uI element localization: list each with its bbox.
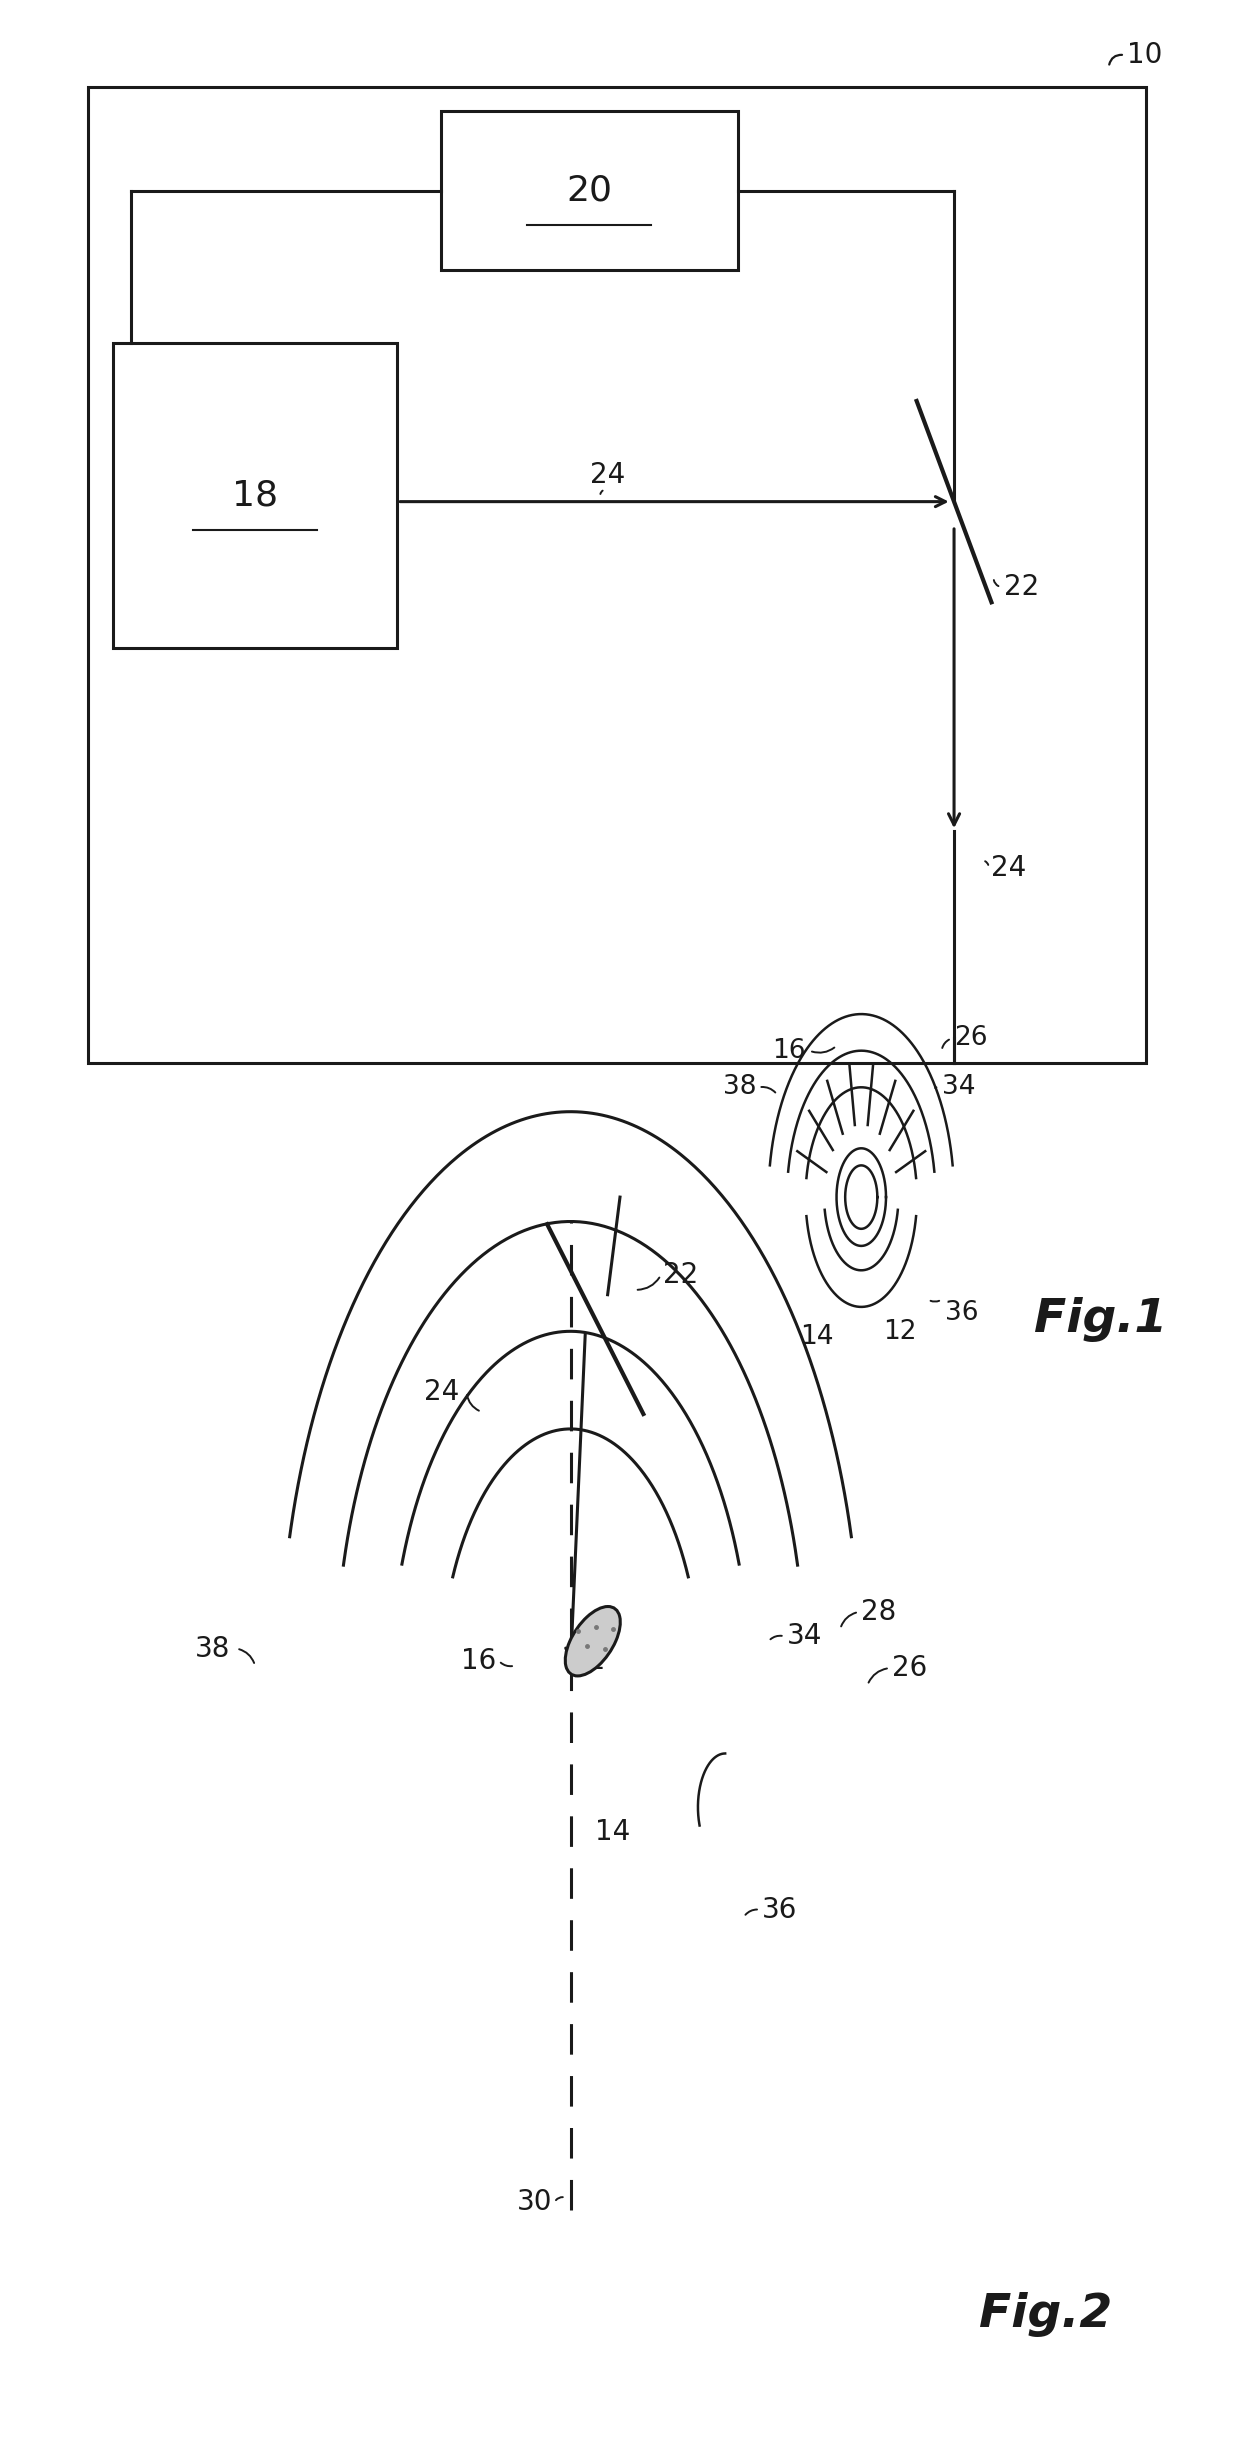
Text: 24: 24: [991, 853, 1027, 882]
Text: 36: 36: [945, 1300, 978, 1327]
Text: 26: 26: [893, 1654, 928, 1683]
Bar: [113, 342, 397, 647]
Text: Fig.2: Fig.2: [978, 2292, 1112, 2338]
Text: 16: 16: [461, 1647, 496, 1676]
Text: 34: 34: [941, 1075, 975, 1099]
Text: 18: 18: [232, 479, 278, 513]
Text: 24: 24: [590, 462, 625, 489]
Text: 38: 38: [723, 1075, 756, 1099]
Ellipse shape: [565, 1607, 620, 1676]
Text: 10: 10: [1127, 42, 1163, 68]
Text: 14: 14: [801, 1324, 835, 1351]
Text: 32: 32: [570, 1647, 606, 1676]
Text: 16: 16: [773, 1038, 806, 1063]
Text: 38: 38: [195, 1634, 231, 1664]
Text: 20: 20: [567, 173, 613, 208]
Text: 36: 36: [763, 1896, 797, 1923]
Text: 28: 28: [862, 1598, 897, 1627]
Text: 22: 22: [663, 1261, 698, 1290]
Bar: [440, 112, 738, 269]
Text: 12: 12: [884, 1319, 918, 1346]
Text: Fig.1: Fig.1: [1034, 1297, 1168, 1341]
Text: 30: 30: [516, 2189, 552, 2216]
Text: 34: 34: [787, 1622, 822, 1651]
Text: 14: 14: [595, 1818, 630, 1844]
Text: 24: 24: [424, 1378, 459, 1407]
Text: 22: 22: [1003, 574, 1039, 601]
Bar: [88, 88, 1146, 1063]
Text: 26: 26: [954, 1026, 987, 1050]
